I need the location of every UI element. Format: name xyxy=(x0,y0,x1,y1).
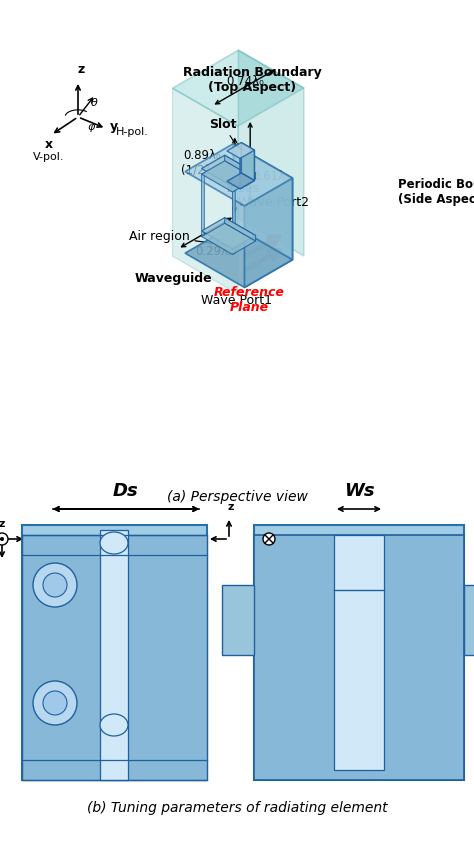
Text: y: y xyxy=(265,543,273,553)
Text: Ds: Ds xyxy=(113,481,139,499)
Bar xyxy=(464,585,474,655)
Polygon shape xyxy=(185,226,292,288)
Polygon shape xyxy=(238,51,304,257)
Text: $\theta$: $\theta$ xyxy=(90,96,98,108)
Text: z: z xyxy=(0,519,5,528)
Polygon shape xyxy=(173,89,238,294)
Bar xyxy=(22,525,207,780)
Text: x: x xyxy=(195,536,202,545)
Polygon shape xyxy=(241,143,255,182)
Bar xyxy=(254,525,464,780)
Text: $\varphi$: $\varphi$ xyxy=(87,122,96,134)
Polygon shape xyxy=(201,218,255,249)
Circle shape xyxy=(0,533,8,545)
Polygon shape xyxy=(233,145,292,260)
Circle shape xyxy=(263,533,275,545)
Text: Wave Port1: Wave Port1 xyxy=(201,294,272,307)
Polygon shape xyxy=(225,156,255,179)
Polygon shape xyxy=(245,179,292,288)
Polygon shape xyxy=(173,51,304,127)
Text: H-pol.: H-pol. xyxy=(116,127,149,137)
Text: 0.74λ₀: 0.74λ₀ xyxy=(226,75,264,88)
Polygon shape xyxy=(232,191,235,255)
Text: z: z xyxy=(77,63,85,76)
Bar xyxy=(222,585,254,655)
Text: y: y xyxy=(30,536,37,545)
Text: Air region: Air region xyxy=(129,230,240,249)
Text: Waveguide: Waveguide xyxy=(135,271,212,285)
Bar xyxy=(254,536,464,780)
Text: (a) Perspective view: (a) Perspective view xyxy=(166,490,308,503)
Polygon shape xyxy=(227,174,255,189)
Text: y: y xyxy=(109,120,118,133)
Text: Ws: Ws xyxy=(344,481,374,499)
Polygon shape xyxy=(225,218,255,241)
Polygon shape xyxy=(201,156,255,187)
Text: 0.89λ₀
(1/2λg): 0.89λ₀ (1/2λg) xyxy=(181,149,224,177)
Circle shape xyxy=(33,563,77,607)
Bar xyxy=(334,536,384,770)
Bar xyxy=(100,531,128,780)
Circle shape xyxy=(43,573,67,597)
Text: Irises: Irises xyxy=(227,182,260,194)
Text: z: z xyxy=(228,502,234,512)
Circle shape xyxy=(33,682,77,725)
Ellipse shape xyxy=(100,532,128,554)
Text: Periodic Boundary
(Side Aspects): Periodic Boundary (Side Aspects) xyxy=(398,177,474,206)
Polygon shape xyxy=(201,162,255,193)
Text: Radiation Boundary
(Top Aspect): Radiation Boundary (Top Aspect) xyxy=(182,66,321,94)
Polygon shape xyxy=(240,151,255,189)
Text: 0.29λ₀: 0.29λ₀ xyxy=(195,244,233,258)
Text: Slot: Slot xyxy=(209,119,238,150)
Circle shape xyxy=(43,691,67,715)
Text: Wave Port2: Wave Port2 xyxy=(238,196,309,209)
Text: Reference
Plane: Reference Plane xyxy=(214,286,284,314)
Text: Hs: Hs xyxy=(375,641,401,659)
Polygon shape xyxy=(185,145,292,206)
Ellipse shape xyxy=(100,714,128,736)
Polygon shape xyxy=(227,143,255,160)
Text: 0.61λ₀: 0.61λ₀ xyxy=(252,170,290,183)
Polygon shape xyxy=(201,173,204,237)
Text: (b) Tuning parameters of radiating element: (b) Tuning parameters of radiating eleme… xyxy=(87,800,387,814)
Bar xyxy=(22,536,207,780)
Text: x: x xyxy=(45,137,53,151)
Text: V-pol.: V-pol. xyxy=(33,152,64,162)
Polygon shape xyxy=(201,224,255,255)
Circle shape xyxy=(0,537,4,542)
